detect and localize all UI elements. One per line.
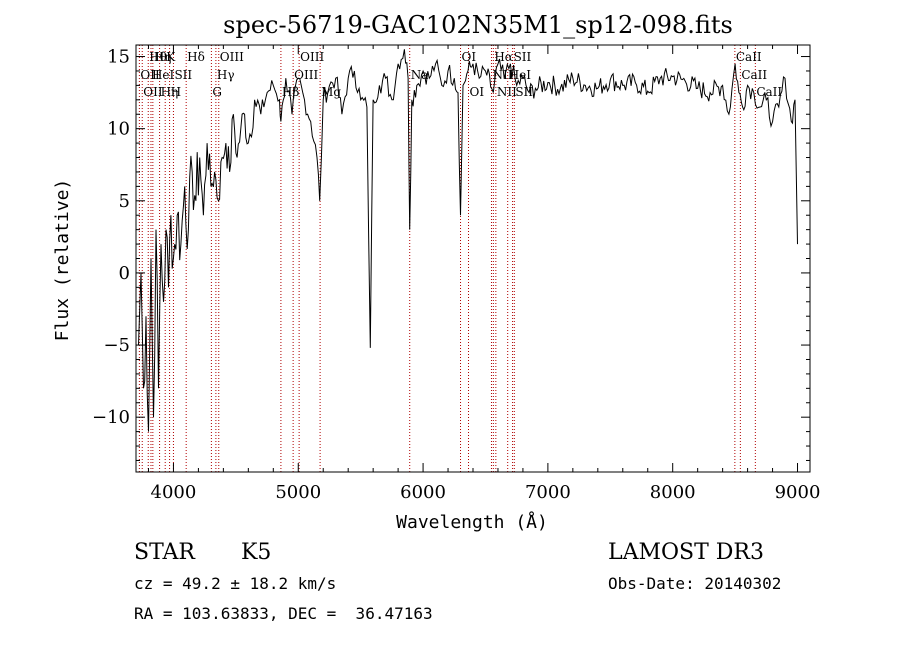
y-axis-label: Flux (relative) bbox=[52, 179, 73, 342]
x-tick-label-4: 8000 bbox=[650, 482, 696, 503]
marker-label-14: OIII bbox=[294, 68, 318, 82]
marker-label-19: OI bbox=[470, 85, 485, 99]
coordinates: RA = 103.63833, DEC = 36.47163 bbox=[134, 604, 433, 623]
marker-label-15: OIII bbox=[300, 50, 324, 64]
x-tick-label-0: 4000 bbox=[151, 482, 197, 503]
marker-label-6: K bbox=[166, 50, 176, 64]
x-axis: 4000 5000 6000 7000 8000 9000 bbox=[147, 45, 821, 503]
marker-label-8: SII bbox=[174, 68, 192, 82]
y-tick-label-1: −5 bbox=[103, 335, 130, 356]
x-tick-label-3: 7000 bbox=[525, 482, 571, 503]
x-tick-label-2: 6000 bbox=[400, 482, 446, 503]
y-axis: −10 −5 0 5 10 15 bbox=[92, 47, 810, 461]
chart-title: spec-56719-GAC102N35M1_sp12-098.fits bbox=[223, 11, 733, 39]
marker-label-10: G bbox=[212, 85, 222, 99]
obs-date: Obs-Date: 20140302 bbox=[608, 574, 782, 593]
marker-label-3: HeI bbox=[152, 68, 175, 82]
x-tick-label-1: 5000 bbox=[275, 482, 321, 503]
spectral-line-markers bbox=[138, 45, 756, 472]
survey-name: LAMOST DR3 bbox=[608, 540, 764, 565]
x-axis-label: Wavelength (Å) bbox=[396, 511, 548, 533]
y-tick-label-2: 0 bbox=[119, 263, 130, 284]
marker-label-1: OII bbox=[143, 85, 163, 99]
marker-label-18: OI bbox=[462, 50, 477, 64]
object-subclass: K5 bbox=[241, 540, 272, 565]
marker-label-16: Mg bbox=[321, 85, 341, 99]
marker-label-11: Hγ bbox=[217, 68, 235, 82]
marker-label-17: Na bbox=[411, 68, 429, 82]
marker-label-25: SII bbox=[515, 85, 533, 99]
marker-label-9: Hδ bbox=[187, 50, 205, 64]
marker-label-28: CaII bbox=[756, 85, 782, 99]
marker-label-20: NII bbox=[492, 68, 512, 82]
marker-label-27: CaII bbox=[741, 68, 767, 82]
y-tick-label-0: −10 bbox=[92, 407, 130, 428]
y-tick-label-5: 15 bbox=[107, 47, 130, 68]
marker-label-5: Hη bbox=[161, 85, 179, 99]
y-tick-label-4: 10 bbox=[107, 119, 130, 140]
redshift-cz: cz = 49.2 ± 18.2 km/s bbox=[134, 574, 337, 593]
marker-label-24: SII bbox=[514, 50, 532, 64]
marker-label-4: Hη bbox=[154, 50, 172, 64]
spectrum-line bbox=[138, 49, 798, 432]
spectral-line-labels: OIIOIIHθHeIHηHηKHSIIHδGHγOIIIHβOIIIOIIIM… bbox=[140, 50, 782, 99]
marker-label-7: H bbox=[171, 85, 181, 99]
marker-label-21: Hα bbox=[494, 50, 513, 64]
marker-label-2: Hθ bbox=[149, 50, 167, 64]
marker-label-0: OII bbox=[140, 68, 160, 82]
x-tick-label-5: 9000 bbox=[775, 482, 821, 503]
object-class: STAR bbox=[134, 540, 195, 565]
marker-label-26: CaII bbox=[736, 50, 762, 64]
marker-label-12: OIII bbox=[220, 50, 244, 64]
marker-label-22: NII bbox=[497, 85, 517, 99]
plot-frame bbox=[135, 44, 811, 473]
y-tick-label-3: 5 bbox=[119, 191, 130, 212]
